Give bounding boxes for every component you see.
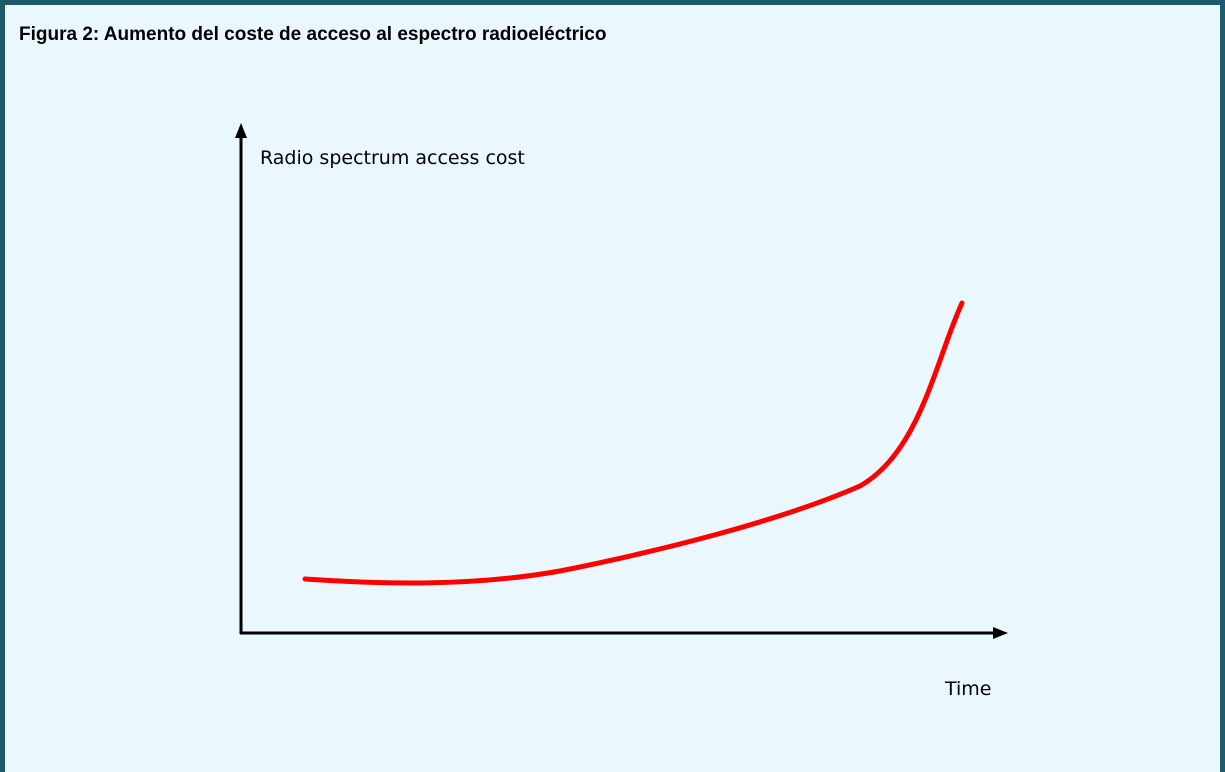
y-axis-label: Radio spectrum access cost — [260, 147, 525, 169]
cost-curve — [302, 300, 965, 586]
x-axis-label: Time — [944, 678, 992, 700]
figure-title: Figura 2: Aumento del coste de acceso al… — [19, 24, 606, 45]
y-axis-arrow — [235, 123, 247, 138]
x-axis-arrow — [993, 627, 1008, 639]
